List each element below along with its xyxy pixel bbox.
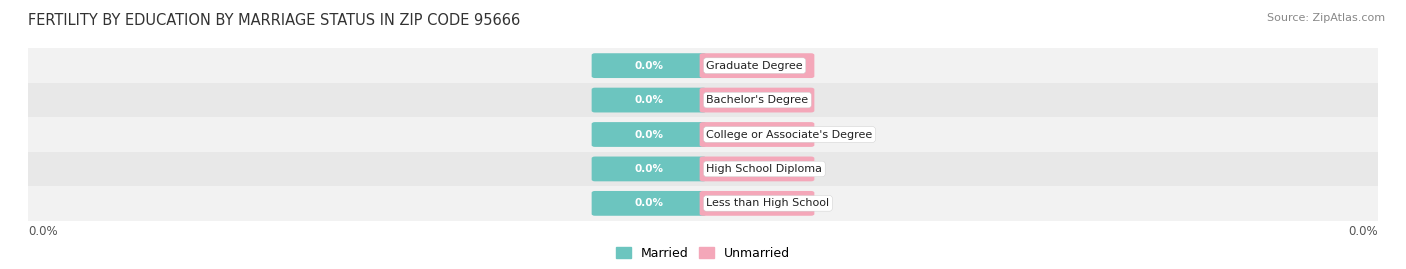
FancyBboxPatch shape <box>700 53 814 78</box>
Bar <box>28 186 1378 221</box>
FancyBboxPatch shape <box>700 157 814 181</box>
Text: 0.0%: 0.0% <box>28 225 58 238</box>
Text: High School Diploma: High School Diploma <box>706 164 823 174</box>
Text: Bachelor's Degree: Bachelor's Degree <box>706 95 808 105</box>
Text: Less than High School: Less than High School <box>706 198 830 208</box>
FancyBboxPatch shape <box>700 122 814 147</box>
Bar <box>28 83 1378 117</box>
Text: 0.0%: 0.0% <box>634 129 664 140</box>
FancyBboxPatch shape <box>592 157 706 181</box>
Text: FERTILITY BY EDUCATION BY MARRIAGE STATUS IN ZIP CODE 95666: FERTILITY BY EDUCATION BY MARRIAGE STATU… <box>28 13 520 29</box>
Text: Graduate Degree: Graduate Degree <box>706 61 803 71</box>
Text: 0.0%: 0.0% <box>742 61 772 71</box>
Text: 0.0%: 0.0% <box>634 164 664 174</box>
Text: 0.0%: 0.0% <box>742 129 772 140</box>
Text: 0.0%: 0.0% <box>1348 225 1378 238</box>
Legend: Married, Unmarried: Married, Unmarried <box>613 245 793 263</box>
Text: 0.0%: 0.0% <box>634 198 664 208</box>
Text: Source: ZipAtlas.com: Source: ZipAtlas.com <box>1267 13 1385 23</box>
Text: 0.0%: 0.0% <box>634 61 664 71</box>
Bar <box>28 152 1378 186</box>
FancyBboxPatch shape <box>700 88 814 112</box>
FancyBboxPatch shape <box>592 122 706 147</box>
Text: 0.0%: 0.0% <box>742 95 772 105</box>
Text: 0.0%: 0.0% <box>742 198 772 208</box>
FancyBboxPatch shape <box>592 88 706 112</box>
FancyBboxPatch shape <box>592 191 706 216</box>
Text: College or Associate's Degree: College or Associate's Degree <box>706 129 873 140</box>
Text: 0.0%: 0.0% <box>634 95 664 105</box>
FancyBboxPatch shape <box>700 191 814 216</box>
Bar <box>28 48 1378 83</box>
Bar <box>28 117 1378 152</box>
FancyBboxPatch shape <box>592 53 706 78</box>
Text: 0.0%: 0.0% <box>742 164 772 174</box>
